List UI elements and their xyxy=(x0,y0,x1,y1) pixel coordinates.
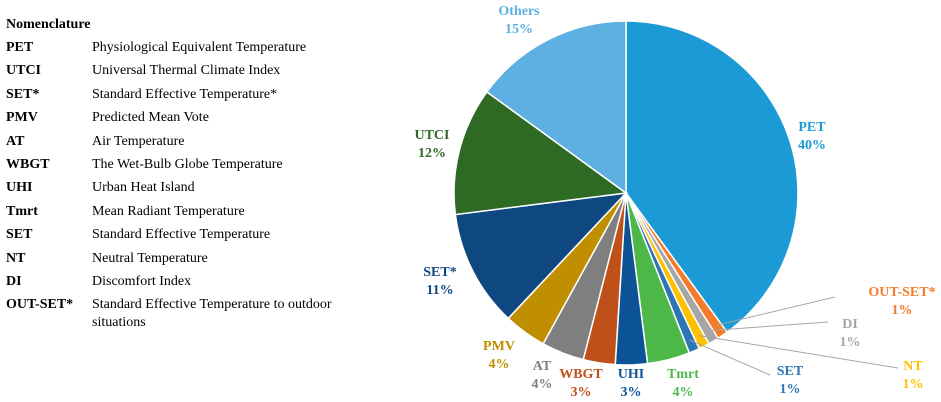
slice-value-label: 4% xyxy=(489,357,510,372)
nomenclature-row: Tmrt Mean Radiant Temperature xyxy=(6,200,346,223)
nomenclature-definition: Predicted Mean Vote xyxy=(92,110,209,126)
leader-line xyxy=(689,339,771,376)
slice-label: AT xyxy=(533,359,552,374)
slice-value-label: 1% xyxy=(892,303,913,318)
nomenclature-definition: The Wet-Bulb Globe Temperature xyxy=(92,157,283,173)
slice-label: SET* xyxy=(423,265,456,280)
nomenclature-definition: Mean Radiant Temperature xyxy=(92,203,245,219)
slice-label: NT xyxy=(903,359,923,374)
leader-line xyxy=(715,296,836,326)
slice-value-label: 4% xyxy=(673,385,694,400)
slice-value-label: 1% xyxy=(840,335,861,350)
nomenclature-row: PMV Predicted Mean Vote xyxy=(6,106,346,129)
slice-label: PMV xyxy=(483,339,515,354)
nomenclature-abbr: DI xyxy=(6,274,22,290)
pie-labels: PET 40% OUT-SET* 1% DI 1% NT 1% SET 1% Tmrt 4% UHI 3%… xyxy=(414,4,935,400)
slice-value-label: 1% xyxy=(780,382,801,397)
nomenclature-definition: Physiological Equivalent Temperature xyxy=(92,40,307,55)
slice-value-label: 15% xyxy=(505,22,533,37)
leader-line xyxy=(707,321,829,332)
nomenclature-definition: Discomfort Index xyxy=(92,274,192,290)
slice-label: Tmrt xyxy=(667,367,699,382)
nomenclature-definition: Neutral Temperature xyxy=(92,250,208,266)
slice-value-label: 12% xyxy=(418,146,446,161)
nomenclature-abbr: AT xyxy=(6,133,25,149)
nomenclature-row: OUT-SET* Standard Effective Temperature … xyxy=(6,293,346,332)
slice-label: Others xyxy=(498,4,540,19)
nomenclature-abbr: PMV xyxy=(6,110,38,126)
pie-slice-set xyxy=(454,191,628,320)
nomenclature-abbr: SET xyxy=(6,227,33,243)
nomenclature-row: WBGT The Wet-Bulb Globe Temperature xyxy=(6,153,346,176)
nomenclature-row: NT Neutral Temperature xyxy=(6,247,346,270)
nomenclature-row: DI Discomfort Index xyxy=(6,270,346,293)
slice-value-label: 40% xyxy=(798,138,826,153)
slice-value-label: 3% xyxy=(621,385,642,400)
nomenclature-definition: Universal Thermal Climate Index xyxy=(92,63,281,79)
slice-value-label: 3% xyxy=(571,385,592,400)
slice-label: OUT-SET* xyxy=(868,285,935,300)
nomenclature-row: UTCI Universal Thermal Climate Index xyxy=(6,59,346,82)
slice-label: PET xyxy=(798,120,826,135)
nomenclature-abbr: Tmrt xyxy=(6,203,38,219)
nomenclature-definition: Air Temperature xyxy=(92,133,185,149)
nomenclature-abbr: UTCI xyxy=(6,63,42,79)
slice-label: DI xyxy=(842,317,858,332)
leader-lines xyxy=(689,296,899,376)
leader-line xyxy=(698,335,899,369)
nomenclature-row: PET Physiological Equivalent Temperature xyxy=(6,36,346,59)
nomenclature-abbr: PET xyxy=(6,40,34,55)
nomenclature-row: UHI Urban Heat Island xyxy=(6,176,346,199)
nomenclature-abbr: UHI xyxy=(6,180,33,196)
nomenclature-abbr: NT xyxy=(6,250,26,266)
slice-label: UTCI xyxy=(414,128,449,143)
pie-slices xyxy=(453,20,799,366)
slice-value-label: 4% xyxy=(532,377,553,392)
slice-value-label: 1% xyxy=(903,377,924,392)
slice-label: SET xyxy=(777,364,804,379)
nomenclature-abbr: SET* xyxy=(6,86,40,102)
nomenclature-definition: Standard Effective Temperature xyxy=(92,227,271,243)
pie-slice-pet xyxy=(625,20,799,334)
nomenclature-definition: Standard Effective Temperature* xyxy=(92,86,278,102)
slice-label: UHI xyxy=(618,367,644,382)
nomenclature-title: Nomenclature xyxy=(6,17,91,32)
nomenclature-abbr: WBGT xyxy=(6,157,50,173)
slice-value-label: 11% xyxy=(426,283,453,298)
nomenclature-row: AT Air Temperature xyxy=(6,130,346,153)
nomenclature-definition: Standard Effective Temperature to outdoo… xyxy=(92,297,332,331)
pie-slice-utci xyxy=(453,90,628,216)
nomenclature-definition: Urban Heat Island xyxy=(92,180,195,196)
nomenclature-panel: Nomenclature PET Physiological Equivalen… xyxy=(6,14,346,332)
pie-slice-others xyxy=(485,20,627,195)
nomenclature-row: SET Standard Effective Temperature xyxy=(6,223,346,246)
nomenclature-row: SET* Standard Effective Temperature* xyxy=(6,83,346,106)
slice-label: WBGT xyxy=(559,367,603,382)
nomenclature-abbr: OUT-SET* xyxy=(6,297,74,313)
